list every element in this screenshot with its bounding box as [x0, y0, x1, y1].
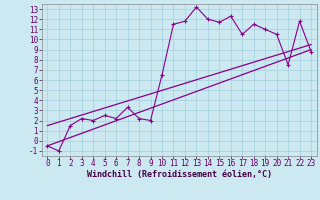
X-axis label: Windchill (Refroidissement éolien,°C): Windchill (Refroidissement éolien,°C) — [87, 170, 272, 179]
